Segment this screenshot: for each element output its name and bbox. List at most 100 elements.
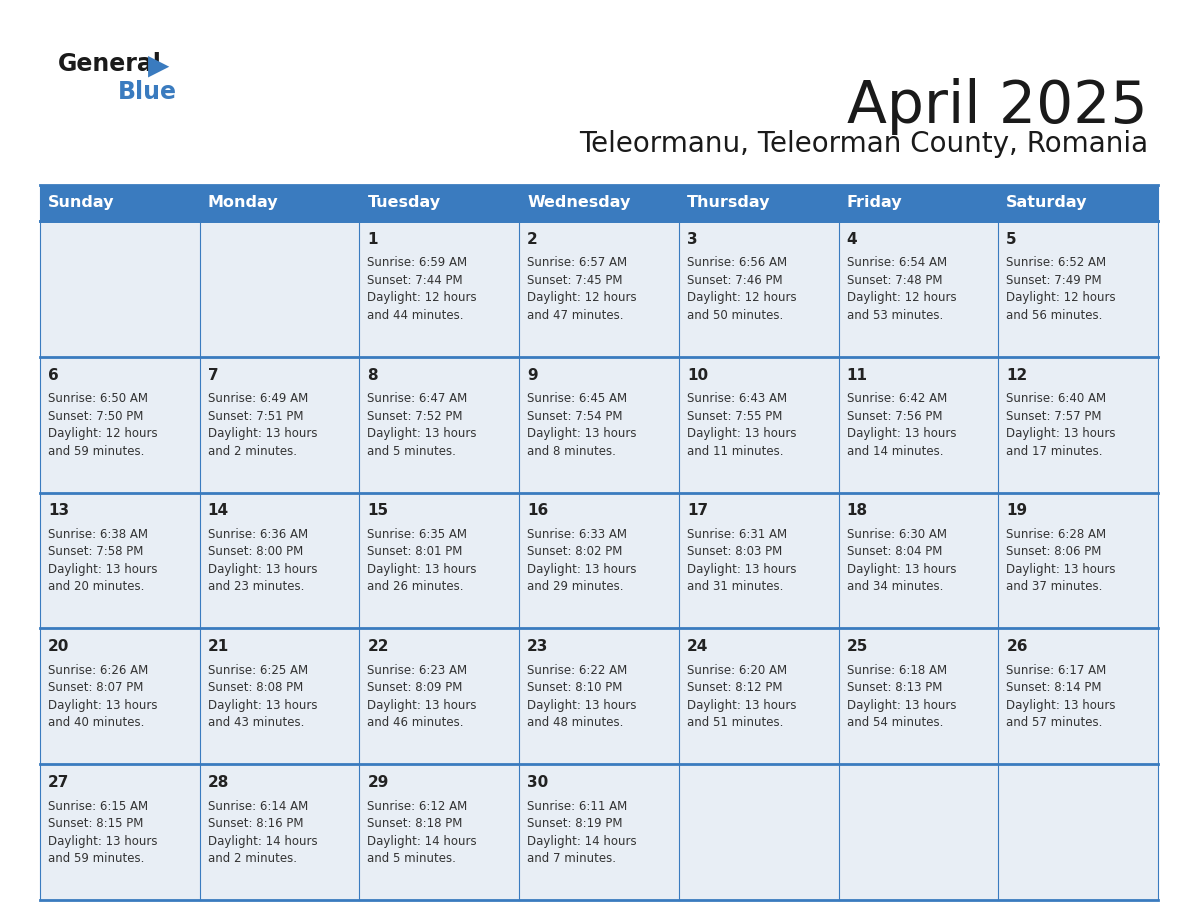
Text: Sunrise: 6:25 AM
Sunset: 8:08 PM
Daylight: 13 hours
and 43 minutes.: Sunrise: 6:25 AM Sunset: 8:08 PM Dayligh… [208,664,317,729]
Bar [519,764,678,900]
Text: Sunrise: 6:28 AM
Sunset: 8:06 PM
Daylight: 13 hours
and 37 minutes.: Sunrise: 6:28 AM Sunset: 8:06 PM Dayligh… [1006,528,1116,593]
Text: 25: 25 [847,639,868,655]
Text: 22: 22 [367,639,388,655]
Text: 19: 19 [1006,503,1028,519]
Bar [40,764,200,900]
Bar [360,185,519,221]
Bar [998,185,1158,221]
Text: 10: 10 [687,368,708,383]
Text: 8: 8 [367,368,378,383]
Text: Sunrise: 6:18 AM
Sunset: 8:13 PM
Daylight: 13 hours
and 54 minutes.: Sunrise: 6:18 AM Sunset: 8:13 PM Dayligh… [847,664,956,729]
Bar [678,221,839,357]
Bar [519,629,678,764]
Text: Sunrise: 6:12 AM
Sunset: 8:18 PM
Daylight: 14 hours
and 5 minutes.: Sunrise: 6:12 AM Sunset: 8:18 PM Dayligh… [367,800,478,865]
Text: Sunrise: 6:40 AM
Sunset: 7:57 PM
Daylight: 13 hours
and 17 minutes.: Sunrise: 6:40 AM Sunset: 7:57 PM Dayligh… [1006,392,1116,457]
Bar [40,185,200,221]
Text: Sunrise: 6:17 AM
Sunset: 8:14 PM
Daylight: 13 hours
and 57 minutes.: Sunrise: 6:17 AM Sunset: 8:14 PM Dayligh… [1006,664,1116,729]
Bar [519,185,678,221]
Text: Sunrise: 6:31 AM
Sunset: 8:03 PM
Daylight: 13 hours
and 31 minutes.: Sunrise: 6:31 AM Sunset: 8:03 PM Dayligh… [687,528,796,593]
Bar [839,221,998,357]
Bar [200,357,360,493]
Text: Sunrise: 6:11 AM
Sunset: 8:19 PM
Daylight: 14 hours
and 7 minutes.: Sunrise: 6:11 AM Sunset: 8:19 PM Dayligh… [527,800,637,865]
Text: 29: 29 [367,775,388,790]
Text: Sunrise: 6:22 AM
Sunset: 8:10 PM
Daylight: 13 hours
and 48 minutes.: Sunrise: 6:22 AM Sunset: 8:10 PM Dayligh… [527,664,637,729]
Text: Teleormanu, Teleorman County, Romania: Teleormanu, Teleorman County, Romania [579,130,1148,158]
Text: 18: 18 [847,503,867,519]
Bar [40,629,200,764]
Bar [519,357,678,493]
Text: Saturday: Saturday [1006,196,1088,210]
Text: Sunrise: 6:23 AM
Sunset: 8:09 PM
Daylight: 13 hours
and 46 minutes.: Sunrise: 6:23 AM Sunset: 8:09 PM Dayligh… [367,664,476,729]
Text: Tuesday: Tuesday [367,196,441,210]
Text: Blue: Blue [118,80,177,104]
Bar [998,493,1158,629]
Text: Sunrise: 6:35 AM
Sunset: 8:01 PM
Daylight: 13 hours
and 26 minutes.: Sunrise: 6:35 AM Sunset: 8:01 PM Dayligh… [367,528,476,593]
Text: General: General [58,52,162,76]
Bar [40,357,200,493]
Text: 20: 20 [48,639,69,655]
Text: 5: 5 [1006,232,1017,247]
Text: ▶: ▶ [148,52,170,80]
Text: 17: 17 [687,503,708,519]
Bar [998,221,1158,357]
Bar [678,764,839,900]
Bar [839,764,998,900]
Text: 7: 7 [208,368,219,383]
Text: 15: 15 [367,503,388,519]
Bar [200,185,360,221]
Bar [678,185,839,221]
Text: Sunrise: 6:14 AM
Sunset: 8:16 PM
Daylight: 14 hours
and 2 minutes.: Sunrise: 6:14 AM Sunset: 8:16 PM Dayligh… [208,800,317,865]
Bar [200,764,360,900]
Text: Monday: Monday [208,196,278,210]
Text: 6: 6 [48,368,58,383]
Bar [360,629,519,764]
Bar [40,493,200,629]
Bar [519,221,678,357]
Text: Sunrise: 6:20 AM
Sunset: 8:12 PM
Daylight: 13 hours
and 51 minutes.: Sunrise: 6:20 AM Sunset: 8:12 PM Dayligh… [687,664,796,729]
Text: Sunrise: 6:36 AM
Sunset: 8:00 PM
Daylight: 13 hours
and 23 minutes.: Sunrise: 6:36 AM Sunset: 8:00 PM Dayligh… [208,528,317,593]
Text: 1: 1 [367,232,378,247]
Bar [998,764,1158,900]
Text: Sunrise: 6:45 AM
Sunset: 7:54 PM
Daylight: 13 hours
and 8 minutes.: Sunrise: 6:45 AM Sunset: 7:54 PM Dayligh… [527,392,637,457]
Text: Thursday: Thursday [687,196,770,210]
Bar [360,357,519,493]
Bar [678,357,839,493]
Text: April 2025: April 2025 [847,78,1148,135]
Text: Sunrise: 6:49 AM
Sunset: 7:51 PM
Daylight: 13 hours
and 2 minutes.: Sunrise: 6:49 AM Sunset: 7:51 PM Dayligh… [208,392,317,457]
Text: 24: 24 [687,639,708,655]
Bar [839,357,998,493]
Bar [519,493,678,629]
Bar [360,221,519,357]
Bar [360,764,519,900]
Text: Sunrise: 6:57 AM
Sunset: 7:45 PM
Daylight: 12 hours
and 47 minutes.: Sunrise: 6:57 AM Sunset: 7:45 PM Dayligh… [527,256,637,322]
Text: 14: 14 [208,503,229,519]
Bar [200,221,360,357]
Text: Sunrise: 6:50 AM
Sunset: 7:50 PM
Daylight: 12 hours
and 59 minutes.: Sunrise: 6:50 AM Sunset: 7:50 PM Dayligh… [48,392,158,457]
Text: Sunrise: 6:33 AM
Sunset: 8:02 PM
Daylight: 13 hours
and 29 minutes.: Sunrise: 6:33 AM Sunset: 8:02 PM Dayligh… [527,528,637,593]
Text: 12: 12 [1006,368,1028,383]
Text: 28: 28 [208,775,229,790]
Text: 4: 4 [847,232,858,247]
Bar [200,493,360,629]
Bar [678,493,839,629]
Text: Friday: Friday [847,196,902,210]
Bar [839,629,998,764]
Text: 9: 9 [527,368,538,383]
Text: 3: 3 [687,232,697,247]
Text: Sunrise: 6:47 AM
Sunset: 7:52 PM
Daylight: 13 hours
and 5 minutes.: Sunrise: 6:47 AM Sunset: 7:52 PM Dayligh… [367,392,476,457]
Bar [40,221,200,357]
Bar [839,493,998,629]
Text: 13: 13 [48,503,69,519]
Bar [678,629,839,764]
Text: Sunrise: 6:26 AM
Sunset: 8:07 PM
Daylight: 13 hours
and 40 minutes.: Sunrise: 6:26 AM Sunset: 8:07 PM Dayligh… [48,664,158,729]
Text: Sunrise: 6:15 AM
Sunset: 8:15 PM
Daylight: 13 hours
and 59 minutes.: Sunrise: 6:15 AM Sunset: 8:15 PM Dayligh… [48,800,158,865]
Text: Sunrise: 6:38 AM
Sunset: 7:58 PM
Daylight: 13 hours
and 20 minutes.: Sunrise: 6:38 AM Sunset: 7:58 PM Dayligh… [48,528,158,593]
Text: Wednesday: Wednesday [527,196,631,210]
Text: 27: 27 [48,775,69,790]
Bar [360,493,519,629]
Text: 2: 2 [527,232,538,247]
Text: 11: 11 [847,368,867,383]
Text: Sunrise: 6:43 AM
Sunset: 7:55 PM
Daylight: 13 hours
and 11 minutes.: Sunrise: 6:43 AM Sunset: 7:55 PM Dayligh… [687,392,796,457]
Text: 26: 26 [1006,639,1028,655]
Text: Sunrise: 6:54 AM
Sunset: 7:48 PM
Daylight: 12 hours
and 53 minutes.: Sunrise: 6:54 AM Sunset: 7:48 PM Dayligh… [847,256,956,322]
